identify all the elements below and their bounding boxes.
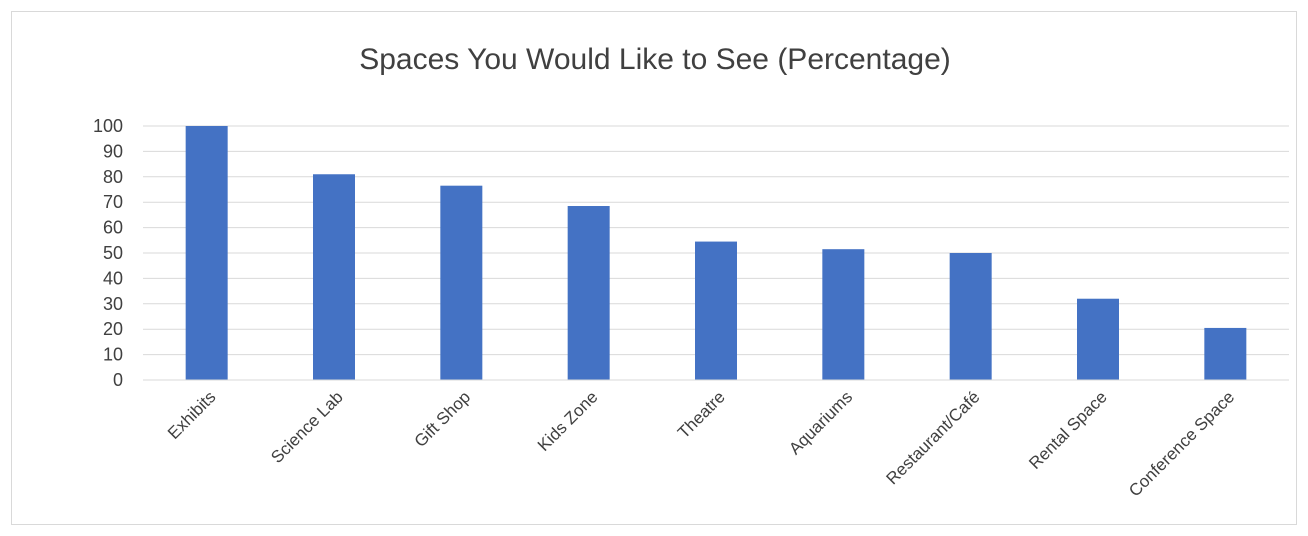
bar: [695, 241, 737, 380]
y-tick-label: 50: [103, 243, 123, 263]
y-tick-label: 90: [103, 141, 123, 161]
x-category-label: Gift Shop: [411, 387, 475, 451]
x-category-label: Science Lab: [267, 387, 347, 467]
x-category-label: Rental Space: [1025, 387, 1111, 473]
bar: [313, 174, 355, 380]
x-axis-categories: Exhibits Science Lab Gift Shop Kids Zone The…: [164, 387, 1238, 500]
chart-frame: Spaces You Would Like to See (Percentage…: [11, 11, 1297, 525]
chart-title: Spaces You Would Like to See (Percentage…: [359, 43, 951, 76]
x-category-label: Theatre: [674, 387, 729, 442]
y-tick-label: 30: [103, 294, 123, 314]
bar: [1204, 327, 1247, 380]
y-tick-label: 60: [103, 218, 123, 238]
y-tick-label: 70: [103, 192, 123, 212]
bar: [822, 249, 865, 380]
y-tick-label: 10: [103, 345, 123, 365]
x-category-label: Restaurant/Café: [883, 387, 984, 488]
bar: [440, 185, 483, 380]
bars: [185, 126, 1247, 380]
x-category-label: Kids Zone: [534, 387, 602, 455]
y-tick-label: 100: [93, 116, 123, 136]
bar-chart: Spaces You Would Like to See (Percentage…: [93, 43, 1289, 500]
bar: [185, 126, 228, 380]
x-category-label: Exhibits: [164, 387, 220, 443]
x-category-label: Aquariums: [785, 387, 856, 458]
y-tick-label: 20: [103, 319, 123, 339]
bar: [1077, 298, 1119, 380]
y-tick-label: 0: [113, 370, 123, 390]
y-tick-label: 80: [103, 167, 123, 187]
y-tick-label: 40: [103, 268, 123, 288]
y-axis-ticks: 0 10 20 30 40 50 60 70 80 90 100: [93, 116, 123, 390]
bar: [567, 206, 610, 380]
x-category-label: Conference Space: [1125, 387, 1238, 500]
bar: [949, 253, 992, 380]
